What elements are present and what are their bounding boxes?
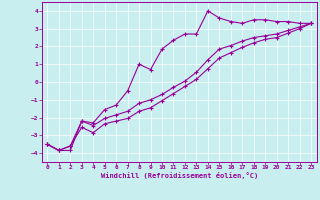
X-axis label: Windchill (Refroidissement éolien,°C): Windchill (Refroidissement éolien,°C) xyxy=(100,172,258,179)
